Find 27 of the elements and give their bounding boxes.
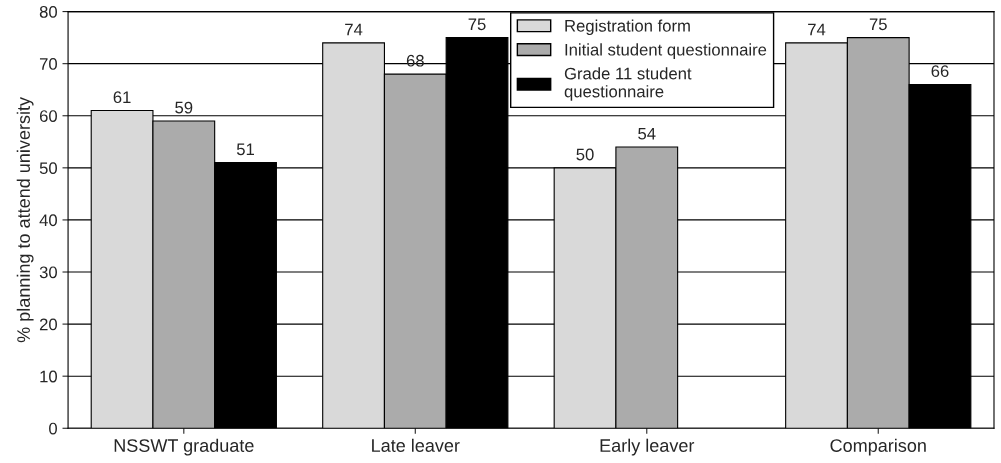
y-tick-label: 10 — [40, 370, 57, 383]
y-tick-label: 60 — [39, 110, 57, 122]
data-label: 66 — [931, 65, 949, 78]
data-label: 59 — [175, 101, 193, 114]
y-tick-label: 40 — [39, 214, 57, 227]
y-tick-label: 80 — [39, 5, 57, 18]
y-tick-label: 50 — [39, 162, 57, 175]
data-label: 74 — [345, 23, 363, 36]
x-tick-label: Late leaver — [372, 438, 460, 452]
data-label: 75 — [468, 18, 486, 31]
y-tick-label: 30 — [39, 266, 57, 279]
y-tick-label: 20 — [39, 318, 57, 331]
legend-label: Grade 11 student questionnaire — [564, 67, 692, 101]
x-tick-label: Early leaver — [600, 438, 695, 456]
y-tick-label: 70 — [39, 58, 57, 70]
data-label: 54 — [638, 127, 656, 140]
data-label: 74 — [808, 23, 826, 36]
y-tick-label: 0 — [49, 422, 57, 435]
data-label: 50 — [576, 148, 594, 161]
legend-label: Initial student questionnaire — [565, 43, 767, 59]
data-label: 75 — [869, 18, 887, 31]
x-tick-label: NSSWT graduate — [114, 438, 254, 456]
data-label: 61 — [113, 91, 131, 104]
x-tick-label: Comparison — [830, 438, 926, 456]
y-axis-title: % planning to attend university — [16, 97, 34, 343]
legend-label: Registration form — [565, 19, 690, 36]
data-label: 51 — [236, 143, 254, 156]
